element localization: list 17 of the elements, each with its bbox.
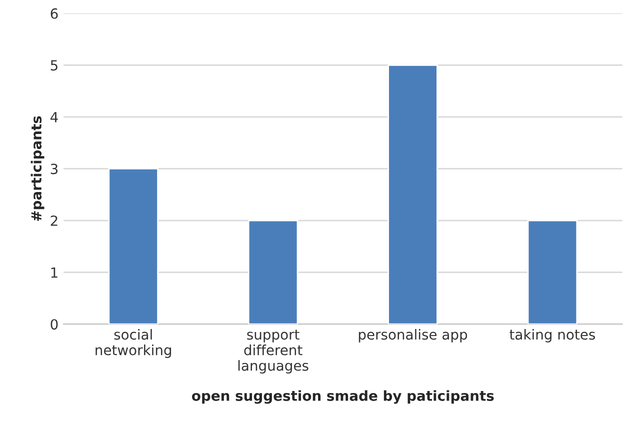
x-tick-label: personalise app bbox=[358, 328, 468, 342]
bar bbox=[108, 168, 158, 324]
y-tick-label: 3 bbox=[50, 164, 58, 174]
x-tick-label: support different languages bbox=[238, 330, 308, 374]
y-tick-label: 5 bbox=[50, 60, 58, 71]
y-tick-label: 0 bbox=[50, 319, 58, 330]
x-tick-label: social networking bbox=[96, 328, 172, 358]
x-tick-label: taking notes bbox=[510, 328, 595, 342]
bar bbox=[248, 220, 298, 324]
y-tick-label: 1 bbox=[51, 267, 58, 278]
y-axis-title: #participants bbox=[30, 116, 44, 221]
y-tick-label: 6 bbox=[50, 8, 58, 19]
y-tick-label: 4 bbox=[50, 112, 58, 122]
bar bbox=[388, 64, 438, 324]
y-tick-label: 2 bbox=[50, 215, 58, 226]
bar bbox=[527, 220, 578, 324]
x-axis-title: open suggestion smade by paticipants bbox=[192, 390, 494, 404]
